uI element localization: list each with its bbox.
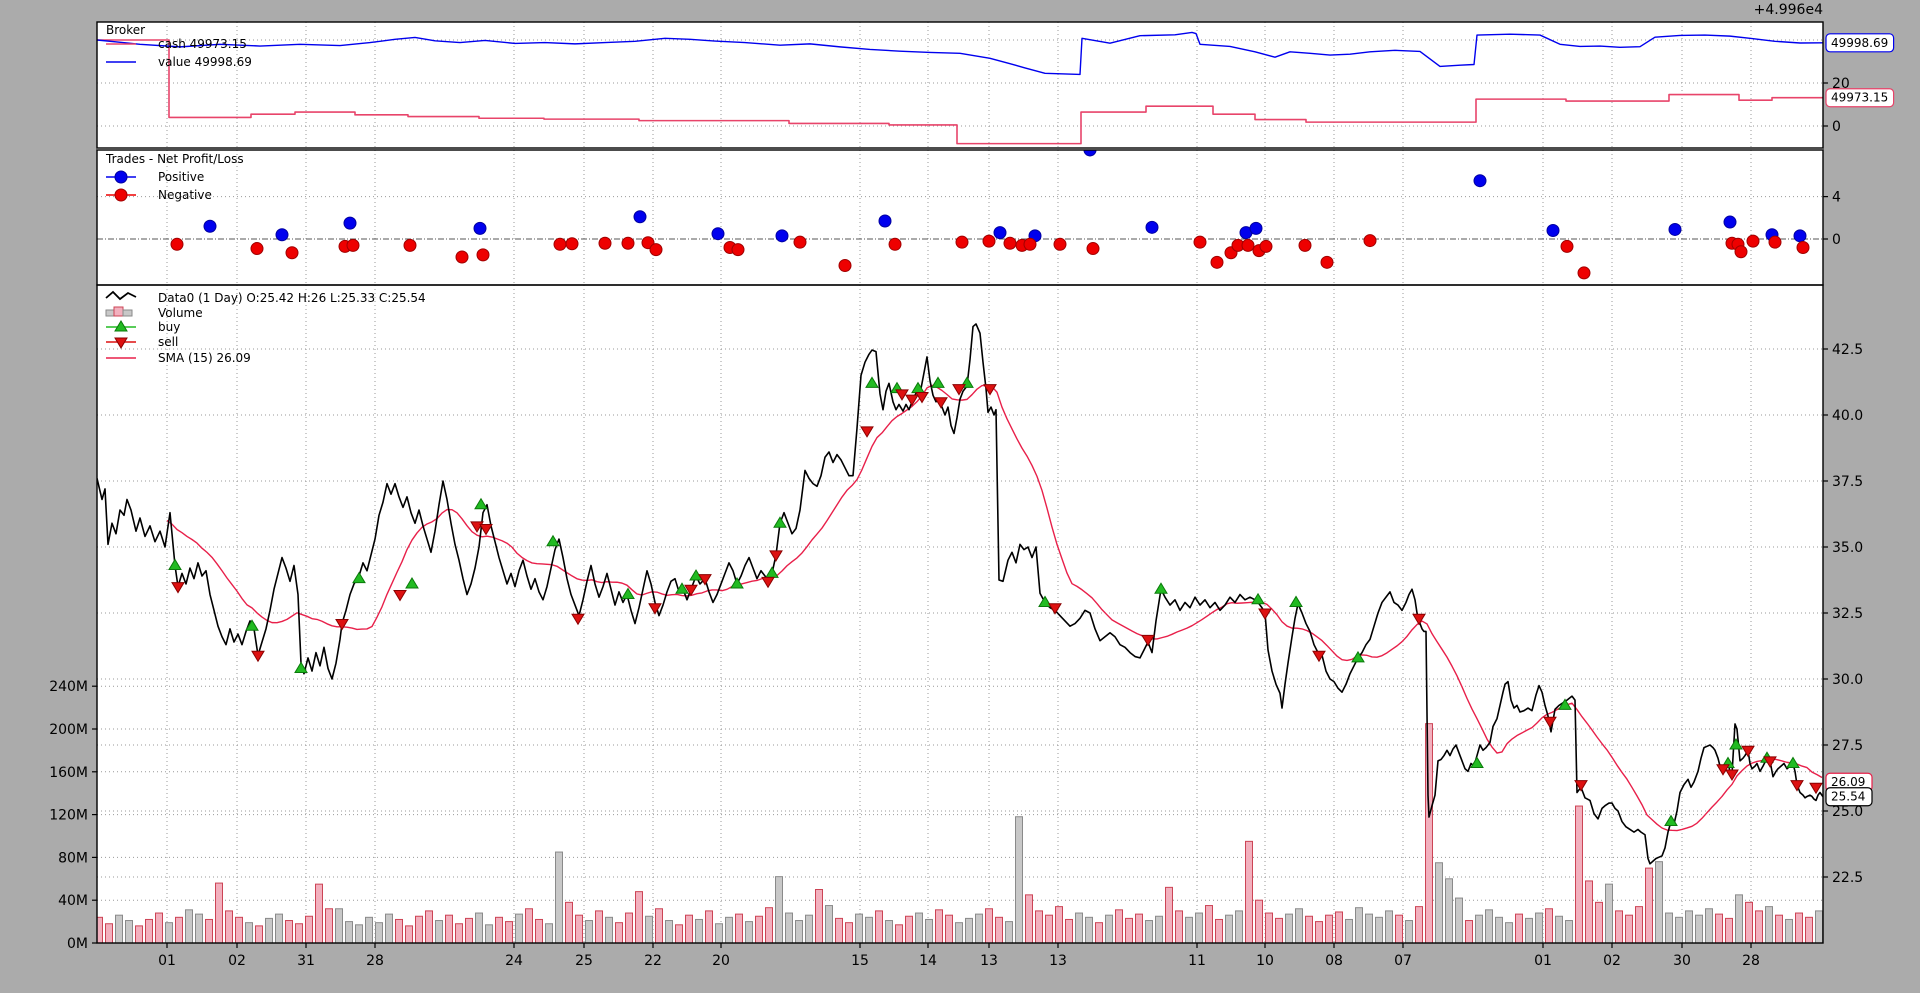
svg-text:0M: 0M <box>67 936 88 952</box>
svg-text:buy: buy <box>158 320 180 334</box>
volume-bars <box>97 723 1823 943</box>
svg-text:22.5: 22.5 <box>1832 870 1863 886</box>
svg-text:Broker: Broker <box>106 23 145 37</box>
sell-markers <box>171 384 1823 795</box>
svg-text:0: 0 <box>1832 119 1841 135</box>
axis-labels: +4.996e4 20 0 4 0 42.5 40.0 37.5 35.0 32.5 30.0 27.… <box>49 2 1863 969</box>
positive-trade-dots <box>203 150 1807 243</box>
svg-text:31: 31 <box>297 953 315 969</box>
svg-text:14: 14 <box>919 953 937 969</box>
svg-text:4: 4 <box>1832 190 1841 206</box>
svg-text:49998.69: 49998.69 <box>1831 36 1888 50</box>
svg-text:25.0: 25.0 <box>1832 804 1863 820</box>
svg-text:160M: 160M <box>49 765 88 781</box>
svg-text:28: 28 <box>366 953 384 969</box>
svg-text:13: 13 <box>1049 953 1067 969</box>
svg-text:01: 01 <box>1534 953 1552 969</box>
svg-text:37.5: 37.5 <box>1832 474 1863 490</box>
svg-text:240M: 240M <box>49 679 88 695</box>
svg-text:SMA (15) 26.09: SMA (15) 26.09 <box>158 351 251 365</box>
svg-text:25.54: 25.54 <box>1831 790 1865 804</box>
svg-text:26.09: 26.09 <box>1831 775 1865 789</box>
svg-text:15: 15 <box>851 953 869 969</box>
data-legend: Data0 (1 Day) O:25.42 H:26 L:25.33 C:25.… <box>105 290 426 365</box>
svg-text:10: 10 <box>1256 953 1274 969</box>
svg-text:value 49998.69: value 49998.69 <box>158 55 252 69</box>
broker-legend: Broker cash 49973.15 value 49998.69 <box>106 23 252 69</box>
svg-text:sell: sell <box>158 335 178 349</box>
svg-text:Volume: Volume <box>158 306 203 320</box>
svg-text:08: 08 <box>1325 953 1343 969</box>
svg-text:07: 07 <box>1394 953 1412 969</box>
svg-text:Data0 (1 Day) O:25.42 H:26 L:2: Data0 (1 Day) O:25.42 H:26 L:25.33 C:25.… <box>158 291 426 305</box>
svg-text:02: 02 <box>228 953 246 969</box>
svg-text:24: 24 <box>505 953 523 969</box>
svg-text:27.5: 27.5 <box>1832 738 1863 754</box>
svg-text:42.5: 42.5 <box>1832 342 1863 358</box>
svg-text:22: 22 <box>644 953 662 969</box>
svg-text:35.0: 35.0 <box>1832 540 1863 556</box>
svg-text:+4.996e4: +4.996e4 <box>1754 2 1823 18</box>
svg-text:11: 11 <box>1188 953 1206 969</box>
svg-text:80M: 80M <box>58 850 88 866</box>
svg-text:40.0: 40.0 <box>1832 408 1863 424</box>
svg-text:01: 01 <box>158 953 176 969</box>
svg-text:30.0: 30.0 <box>1832 672 1863 688</box>
close-line <box>97 323 1823 865</box>
svg-text:13: 13 <box>980 953 998 969</box>
svg-text:28: 28 <box>1742 953 1760 969</box>
svg-text:20: 20 <box>712 953 730 969</box>
svg-text:0: 0 <box>1832 232 1841 248</box>
svg-text:25: 25 <box>575 953 593 969</box>
value-line <box>97 31 1823 76</box>
svg-text:120M: 120M <box>49 808 88 824</box>
svg-text:40M: 40M <box>58 893 88 909</box>
svg-text:49973.15: 49973.15 <box>1831 91 1888 105</box>
svg-text:02: 02 <box>1603 953 1621 969</box>
svg-text:32.5: 32.5 <box>1832 606 1863 622</box>
svg-text:30: 30 <box>1673 953 1691 969</box>
svg-text:Negative: Negative <box>158 188 212 202</box>
sma-line <box>166 384 1823 832</box>
svg-text:Positive: Positive <box>158 170 204 184</box>
negative-trade-dots <box>170 234 1810 280</box>
cash-line <box>97 39 1823 145</box>
trades-legend: Trades - Net Profit/Loss Positive Negative <box>105 152 244 202</box>
svg-text:20: 20 <box>1832 76 1850 92</box>
svg-text:200M: 200M <box>49 722 88 738</box>
svg-text:cash 49973.15: cash 49973.15 <box>158 37 247 51</box>
svg-text:Trades - Net Profit/Loss: Trades - Net Profit/Loss <box>105 152 244 166</box>
